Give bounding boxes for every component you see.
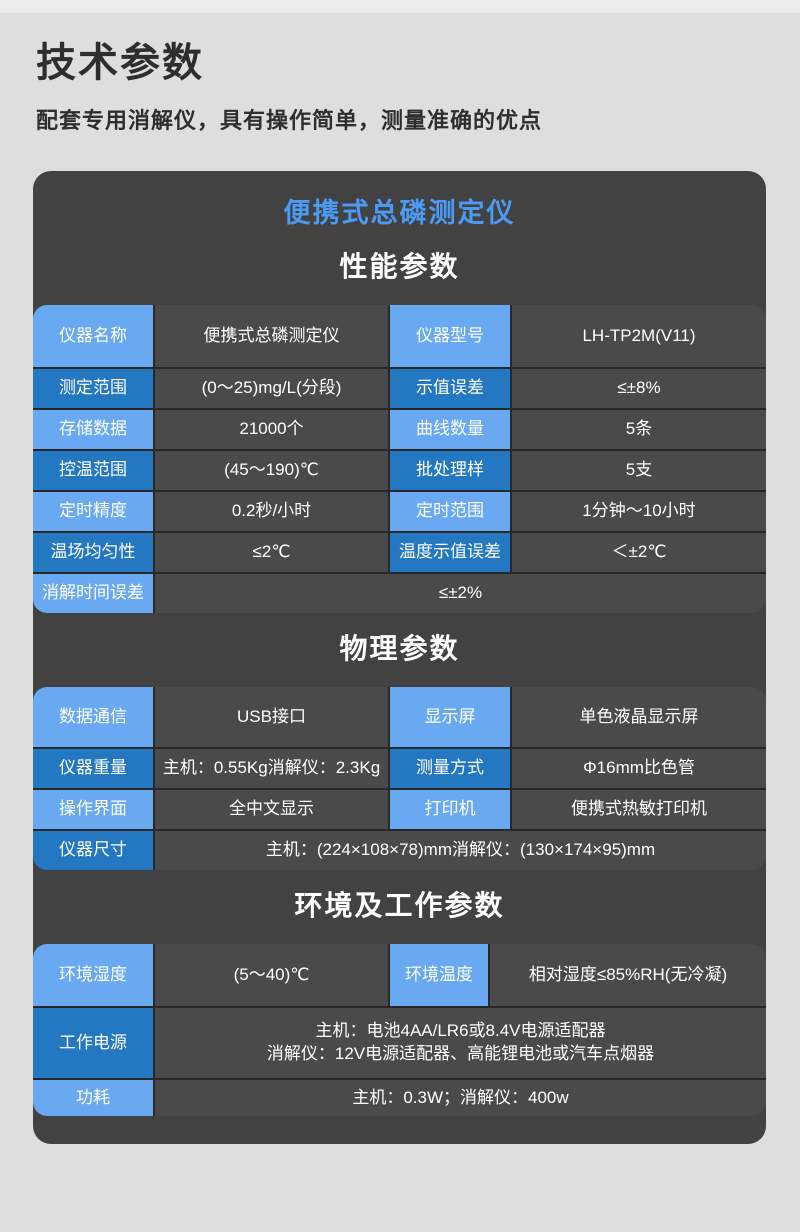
spec-card: 便携式总磷测定仪 性能参数 仪器名称 便携式总磷测定仪 仪器型号 LH-TP2M(V11… bbox=[33, 171, 766, 1144]
spec-label-cell: 工作电源 bbox=[33, 1008, 153, 1078]
spec-label-cell: 仪器型号 bbox=[390, 305, 510, 367]
spec-label-cell: 温度示值误差 bbox=[390, 533, 510, 572]
spec-value-cell: 主机：电池4AA/LR6或8.4V电源适配器 消解仪：12V电源适配器、高能锂电… bbox=[155, 1008, 766, 1078]
spec-label-cell: 批处理样 bbox=[390, 451, 510, 490]
spec-value-cell: 全中文显示 bbox=[155, 790, 388, 829]
spec-value-cell: 主机：(224×108×78)mm消解仪：(130×174×95)mm bbox=[155, 831, 766, 870]
spec-value-cell: (0～25)mg/L(分段) bbox=[155, 369, 388, 408]
spec-value-cell: 相对湿度≤85%RH(无冷凝) bbox=[490, 944, 766, 1006]
spec-value-cell: USB接口 bbox=[155, 687, 388, 747]
spec-label-cell: 数据通信 bbox=[33, 687, 153, 747]
spec-label-cell: 测定范围 bbox=[33, 369, 153, 408]
spec-label-cell: 仪器重量 bbox=[33, 749, 153, 788]
spec-value-cell: ≤2℃ bbox=[155, 533, 388, 572]
spec-table: 仪器名称 便携式总磷测定仪 仪器型号 LH-TP2M(V11) 测定范围 (0～25)mg… bbox=[33, 305, 766, 613]
spec-table: 环境湿度 (5～40)℃ 环境温度 相对湿度≤85%RH(无冷凝) 工作电源 主机：电池4… bbox=[33, 944, 766, 1116]
spec-label-cell: 定时范围 bbox=[390, 492, 510, 531]
spec-label-cell: 打印机 bbox=[390, 790, 510, 829]
spec-value-cell: 21000个 bbox=[155, 410, 388, 449]
spec-label-cell: 仪器尺寸 bbox=[33, 831, 153, 870]
spec-label-cell: 环境湿度 bbox=[33, 944, 153, 1006]
card-sections: 性能参数仪器名称 便携式总磷测定仪 仪器型号 LH-TP2M(V11) 测定范围 (0～2… bbox=[33, 247, 766, 1116]
spec-label-cell: 环境温度 bbox=[390, 944, 488, 1006]
spec-value-cell: 1分钟～10小时 bbox=[512, 492, 766, 531]
top-strip bbox=[0, 0, 800, 13]
spec-value-cell: (5～40)℃ bbox=[155, 944, 388, 1006]
spec-value-cell: (45～190)℃ bbox=[155, 451, 388, 490]
spec-label-cell: 控温范围 bbox=[33, 451, 153, 490]
spec-value-cell: 便携式热敏打印机 bbox=[512, 790, 766, 829]
page-title: 技术参数 bbox=[36, 41, 204, 85]
spec-value-cell: Φ16mm比色管 bbox=[512, 749, 766, 788]
page-header: 技术参数 配套专用消解仪，具有操作简单，测量准确的优点 bbox=[0, 13, 800, 135]
spec-label-cell: 曲线数量 bbox=[390, 410, 510, 449]
spec-label-cell: 显示屏 bbox=[390, 687, 510, 747]
spec-label-cell: 测量方式 bbox=[390, 749, 510, 788]
spec-label-cell: 消解时间误差 bbox=[33, 574, 153, 613]
spec-value-cell: 便携式总磷测定仪 bbox=[155, 305, 388, 367]
spec-label-cell: 操作界面 bbox=[33, 790, 153, 829]
spec-table: 数据通信 USB接口 显示屏 单色液晶显示屏仪器重量 主机：0.55Kg消解仪：2.3K… bbox=[33, 687, 766, 870]
spec-label-cell: 功耗 bbox=[33, 1080, 153, 1116]
product-title: 便携式总磷测定仪 bbox=[283, 198, 516, 228]
spec-value-cell: 主机：0.3W；消解仪：400w bbox=[155, 1080, 766, 1116]
section-heading: 性能参数 bbox=[339, 251, 460, 282]
spec-value-cell: 0.2秒/小时 bbox=[155, 492, 388, 531]
spec-label-cell: 存储数据 bbox=[33, 410, 153, 449]
spec-value-cell: 主机：0.55Kg消解仪：2.3Kg bbox=[155, 749, 388, 788]
section-heading: 物理参数 bbox=[339, 633, 460, 664]
spec-value-cell: 单色液晶显示屏 bbox=[512, 687, 766, 747]
spec-label-cell: 定时精度 bbox=[33, 492, 153, 531]
spec-label-cell: 温场均匀性 bbox=[33, 533, 153, 572]
page-subtitle: 配套专用消解仪，具有操作简单，测量准确的优点 bbox=[36, 108, 543, 133]
spec-label-cell: 仪器名称 bbox=[33, 305, 153, 367]
spec-value-cell: ＜±2℃ bbox=[512, 533, 766, 572]
spec-value-cell: ≤±2% bbox=[155, 574, 766, 613]
section-heading: 环境及工作参数 bbox=[294, 890, 505, 921]
spec-label-cell: 示值误差 bbox=[390, 369, 510, 408]
spec-value-cell: 5支 bbox=[512, 451, 766, 490]
spec-value-cell: LH-TP2M(V11) bbox=[512, 305, 766, 367]
spec-value-cell: 5条 bbox=[512, 410, 766, 449]
spec-value-cell: ≤±8% bbox=[512, 369, 766, 408]
